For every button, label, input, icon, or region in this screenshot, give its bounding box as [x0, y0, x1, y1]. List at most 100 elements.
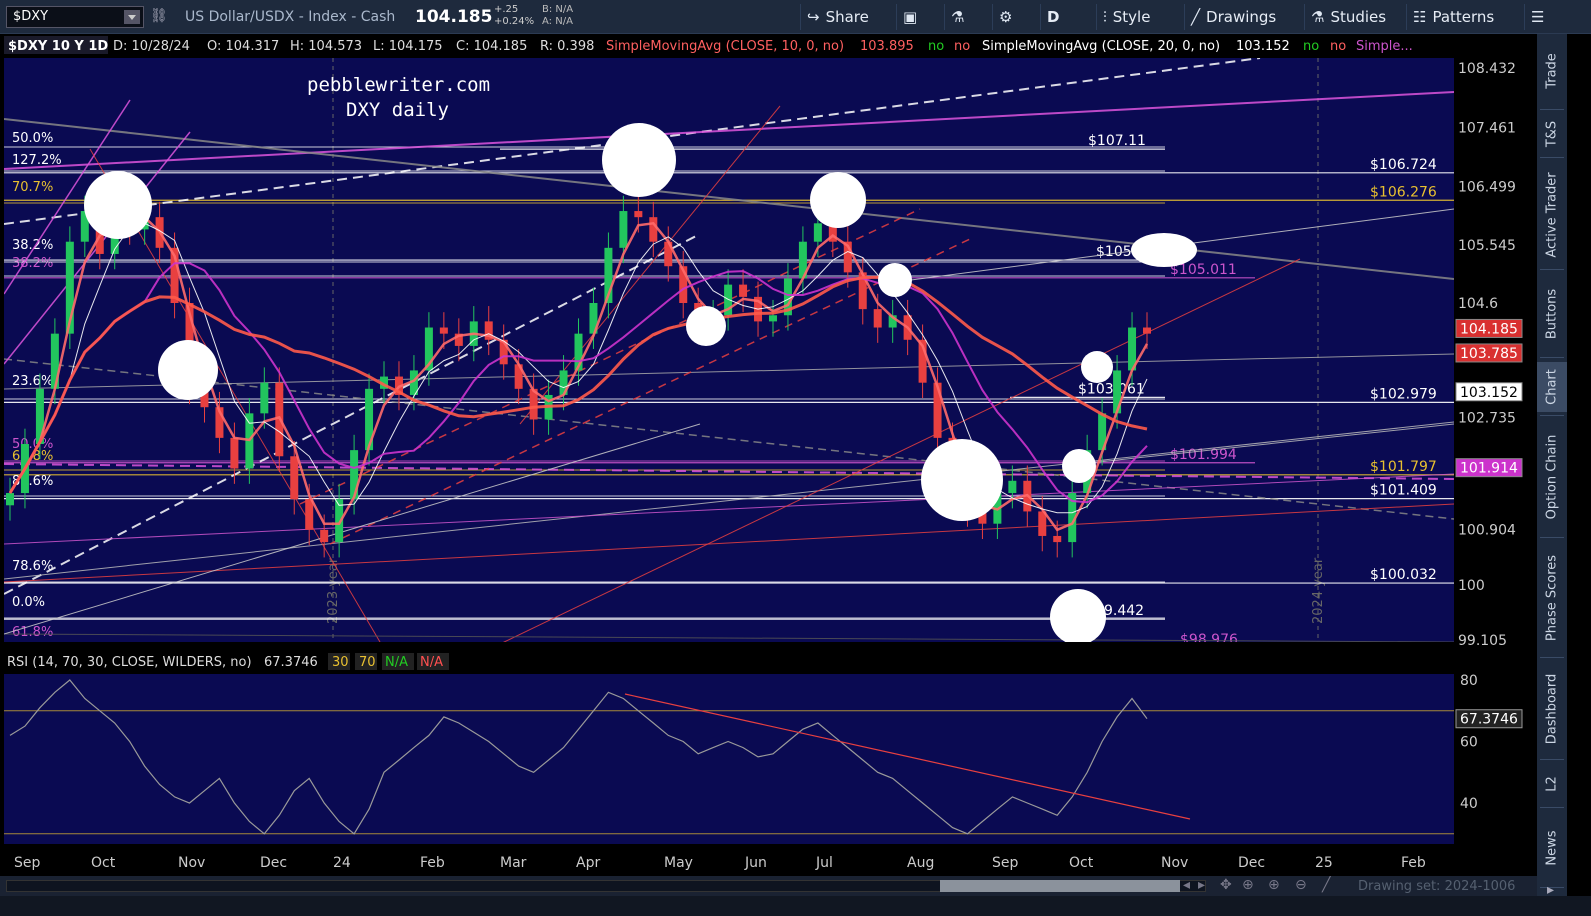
sidebar-tab-trade[interactable]: Trade — [1537, 36, 1567, 106]
candle-body — [170, 247, 179, 303]
sidebar-tab-label: Option Chain — [1544, 434, 1560, 520]
sidebar-tab-label: Chart — [1544, 369, 1560, 405]
link-icon[interactable]: ⛓ — [150, 8, 168, 24]
style-label: Style — [1112, 8, 1151, 26]
trend-line[interactable] — [4, 421, 1454, 580]
trend-line[interactable] — [1079, 423, 1454, 465]
highlight-marker — [1062, 449, 1096, 483]
chart-annotation: pebblewriter.com DXY daily — [307, 74, 490, 121]
drawing-set-label[interactable]: Drawing set: 2024-1006 — [1358, 879, 1516, 894]
highlight-marker — [158, 340, 218, 400]
sidebar-divider — [1540, 357, 1564, 358]
rsi-badge — [1455, 709, 1523, 729]
trend-line[interactable] — [500, 258, 1301, 644]
menu-button[interactable]: ☰ — [1524, 4, 1550, 30]
toolbar: $DXY ⛓ US Dollar/USDX - Index - Cash 104… — [0, 0, 1591, 34]
price-badge — [1455, 343, 1523, 363]
rsi-badge-label: 67.3746 — [1460, 712, 1518, 728]
level-label: $107.11 — [1088, 133, 1146, 149]
trend-line[interactable] — [4, 99, 131, 295]
instrument-name: US Dollar/USDX - Index - Cash — [185, 9, 396, 25]
chevron-down-icon[interactable] — [124, 10, 140, 24]
trend-line[interactable] — [299, 208, 921, 505]
flask-button[interactable]: ⚗ — [944, 4, 970, 30]
sidebar-tab-phase-scores[interactable]: Phase Scores — [1537, 542, 1567, 654]
sidebar-tab-label: L2 — [1544, 776, 1560, 792]
sidebar-tab-l2[interactable]: L2 — [1537, 764, 1567, 804]
drag-icon[interactable]: ✥ — [1220, 877, 1232, 893]
trend-line[interactable] — [4, 233, 701, 595]
screenshot-button[interactable]: ▣ — [896, 4, 923, 30]
drawings-button[interactable]: ╱ Drawings — [1184, 4, 1282, 30]
fib-label: 50.0% — [12, 131, 53, 146]
trend-line[interactable] — [4, 503, 1454, 583]
candle-body — [350, 450, 359, 500]
trend-line[interactable] — [4, 358, 1454, 520]
settings-button[interactable]: ⚙ — [992, 4, 1018, 30]
scroll-thumb[interactable] — [940, 880, 1180, 892]
candle-body — [634, 211, 643, 218]
bottom-scrollbar[interactable]: ◂ ▸ ✥ ⊕ ⊕ ⊖ ╱ Drawing set: 2024-1006 ▸ — [0, 876, 1554, 898]
price-pane[interactable] — [4, 58, 1454, 642]
candle-body — [559, 370, 568, 395]
symbol-value: $DXY — [13, 9, 49, 24]
sidebar-tab-option-chain[interactable]: Option Chain — [1537, 420, 1567, 534]
candle-body — [649, 217, 658, 242]
sidebar-divider — [1540, 887, 1564, 888]
trend-line[interactable] — [4, 633, 1454, 642]
share-label: Share — [825, 8, 869, 26]
bid-value: B: N/A — [542, 4, 574, 15]
zoom-out-icon[interactable]: ⊖ — [1295, 877, 1307, 893]
sidebar-tab-news[interactable]: News — [1537, 812, 1567, 884]
sma20-line — [9, 222, 1148, 514]
x-tick-label: Feb — [1401, 855, 1426, 871]
x-tick-label: 25 — [1315, 855, 1333, 871]
sidebar-tab-active-trader[interactable]: Active Trader — [1537, 164, 1567, 266]
x-tick-label: Apr — [576, 855, 600, 871]
rsi-trend-line[interactable] — [624, 693, 1191, 820]
scroll-right-icon[interactable]: ▸ — [1198, 877, 1206, 893]
collapse-icon[interactable]: ▸ — [1547, 882, 1555, 898]
scroll-track[interactable] — [6, 880, 1206, 892]
draw-line-icon[interactable]: ╱ — [1322, 877, 1331, 893]
level-label: $106.724 — [1370, 157, 1437, 173]
scroll-left-icon[interactable]: ◂ — [1183, 877, 1191, 893]
crosshair-icon[interactable]: ⊕ — [1242, 877, 1254, 893]
highlight-marker — [878, 263, 912, 297]
trend-line[interactable] — [4, 473, 1454, 545]
trend-line[interactable] — [4, 118, 1454, 280]
studies-label: Studies — [1330, 8, 1387, 26]
sidebar-tab-buttons[interactable]: Buttons — [1537, 274, 1567, 354]
price-badge-label: 103.152 — [1460, 385, 1518, 401]
candle-body — [798, 241, 807, 279]
studies-button[interactable]: ⚗ Studies — [1304, 4, 1392, 30]
candle-body — [1143, 327, 1151, 334]
sidebar-tab-t-s[interactable]: T&S — [1537, 114, 1567, 154]
patterns-button[interactable]: ☷ Patterns — [1406, 4, 1500, 30]
gear-icon: ⚙ — [999, 8, 1013, 26]
fib-label: 38.2% — [12, 238, 53, 253]
x-tick-label: Nov — [178, 855, 205, 871]
price-tick-label: 100.904 — [1458, 523, 1516, 539]
x-tick-label: Oct — [91, 855, 116, 871]
zoom-in-icon[interactable]: ⊕ — [1268, 877, 1280, 893]
legend-more[interactable]: Simple... — [1356, 39, 1413, 54]
x-tick-label: May — [664, 855, 693, 871]
sidebar-divider — [1540, 537, 1564, 538]
sidebar-tab-chart[interactable]: Chart — [1537, 362, 1567, 412]
share-button[interactable]: ↪ Share — [800, 4, 875, 30]
chart-canvas[interactable]: 2023 year 2024 year $107.11 $106.724 $106.27… — [0, 34, 1537, 876]
x-tick-label: Oct — [1069, 855, 1094, 871]
year-divider-label: 2023 year — [326, 557, 341, 624]
trend-line[interactable] — [4, 353, 1454, 390]
trend-line[interactable] — [4, 423, 701, 635]
rsi-pane[interactable] — [4, 674, 1454, 844]
x-tick-label: 24 — [333, 855, 351, 871]
period-button[interactable]: D — [1040, 4, 1065, 30]
sidebar-tab-label: Dashboard — [1544, 673, 1560, 745]
sidebar-tab-dashboard[interactable]: Dashboard — [1537, 662, 1567, 756]
trend-line[interactable] — [4, 91, 1454, 170]
highlight-marker — [84, 171, 152, 239]
symbol-input[interactable]: $DXY — [6, 6, 144, 28]
style-button[interactable]: ⫶ Style — [1096, 4, 1156, 30]
